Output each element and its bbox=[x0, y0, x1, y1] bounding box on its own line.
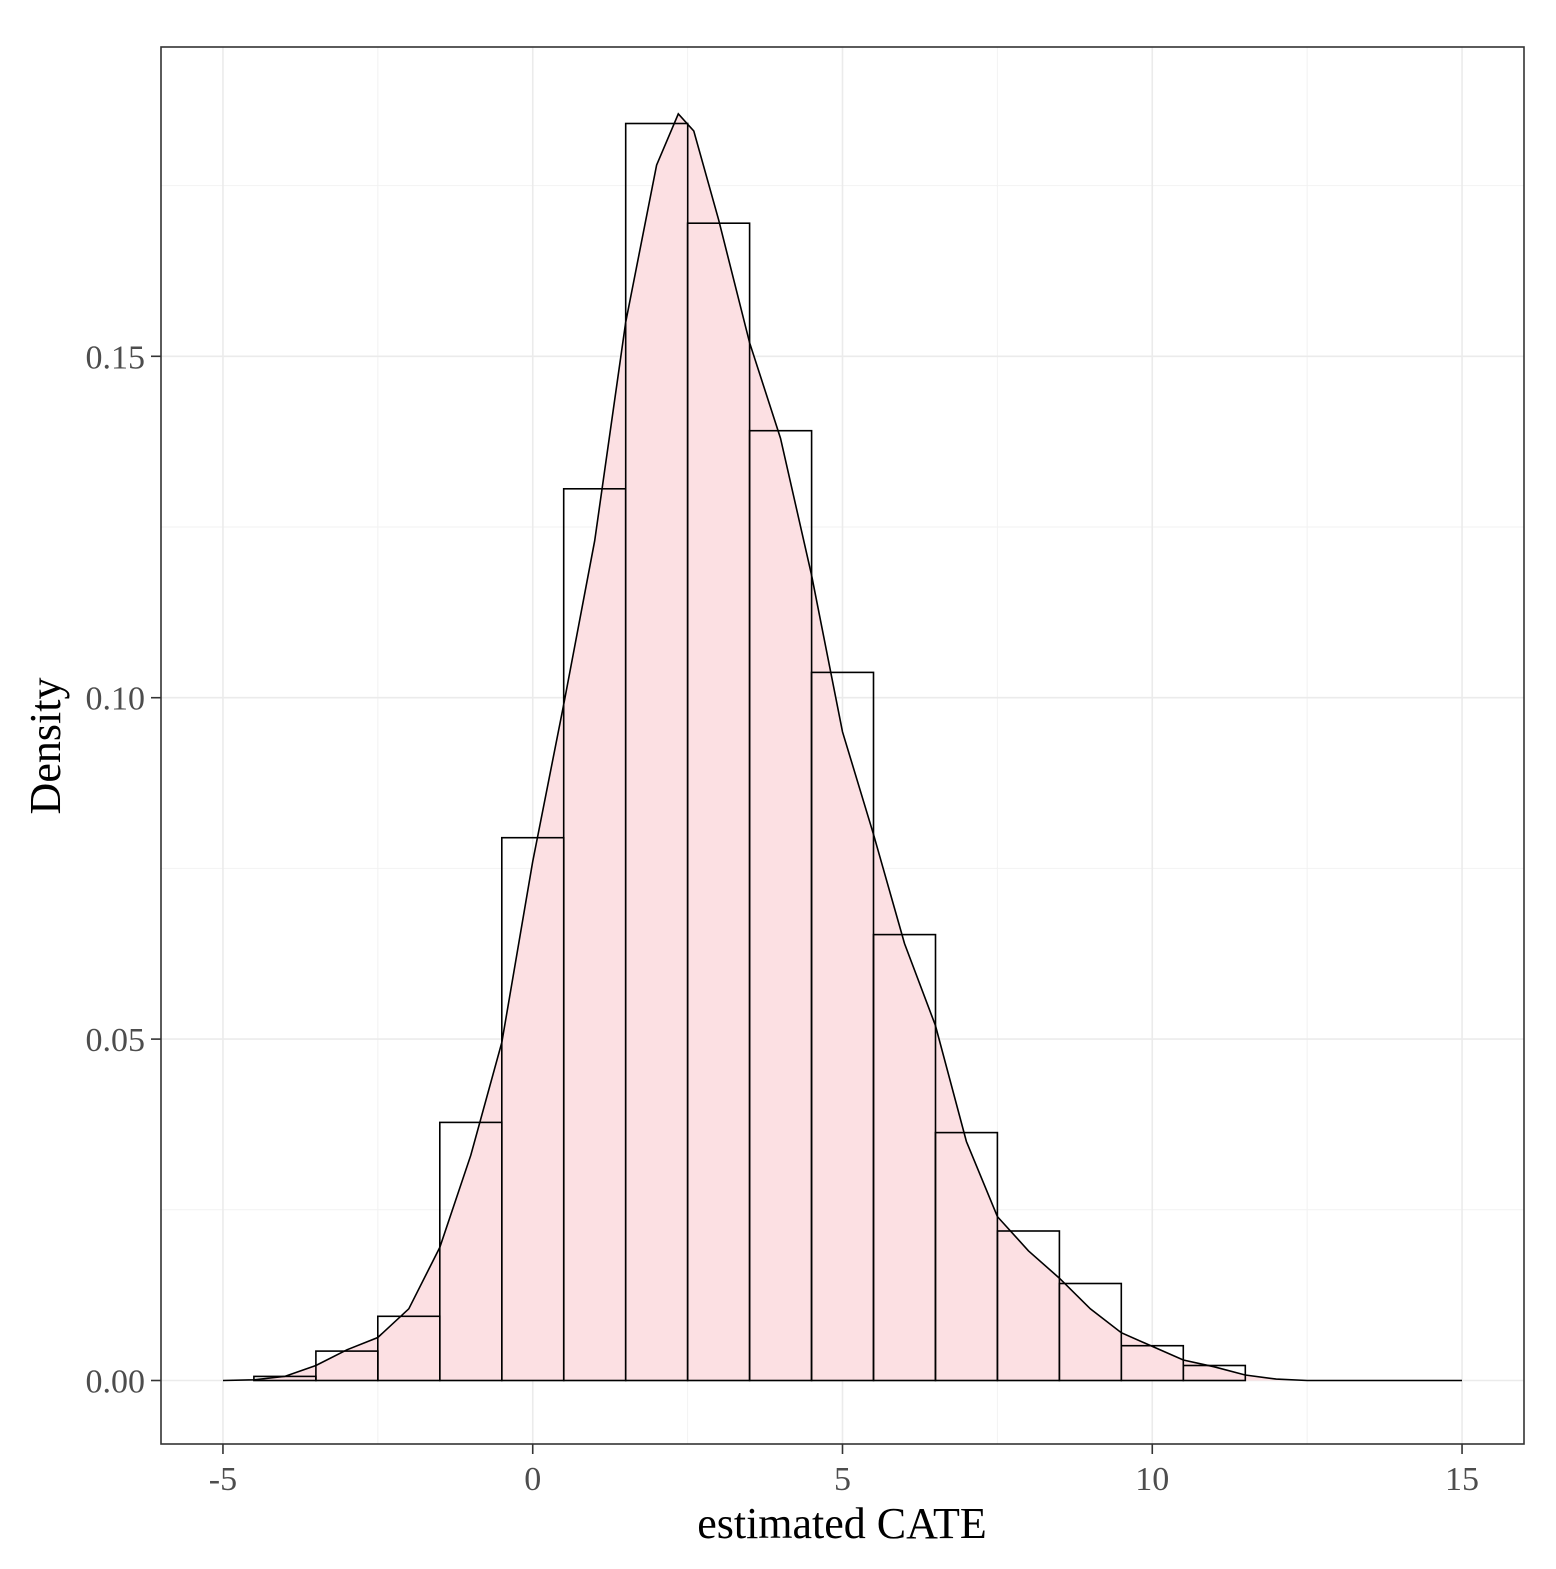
x-axis-title: estimated CATE bbox=[697, 1499, 987, 1548]
x-tick-label-1: 0 bbox=[524, 1461, 541, 1498]
x-tick-label-0: -5 bbox=[209, 1461, 237, 1498]
y-tick-label-0: 0.00 bbox=[86, 1364, 146, 1401]
x-tick-label-2: 5 bbox=[834, 1461, 851, 1498]
x-tick-label-3: 10 bbox=[1135, 1461, 1169, 1498]
density-area bbox=[223, 113, 1462, 1381]
y-tick-label-3: 0.15 bbox=[86, 339, 146, 376]
histogram-bar-15 bbox=[1182, 1364, 1247, 1382]
y-axis-title: Density bbox=[21, 678, 70, 815]
histogram-bars bbox=[253, 122, 1247, 1382]
x-axis: -5 0 5 10 15 bbox=[209, 1444, 1479, 1498]
plot-panel bbox=[160, 46, 1525, 1445]
y-tick-label-1: 0.05 bbox=[86, 1022, 146, 1059]
x-tick-label-4: 15 bbox=[1445, 1461, 1479, 1498]
y-axis: 0.00 0.05 0.10 0.15 bbox=[86, 339, 161, 1401]
density-line bbox=[222, 112, 1462, 1382]
y-tick-label-2: 0.10 bbox=[86, 681, 146, 718]
